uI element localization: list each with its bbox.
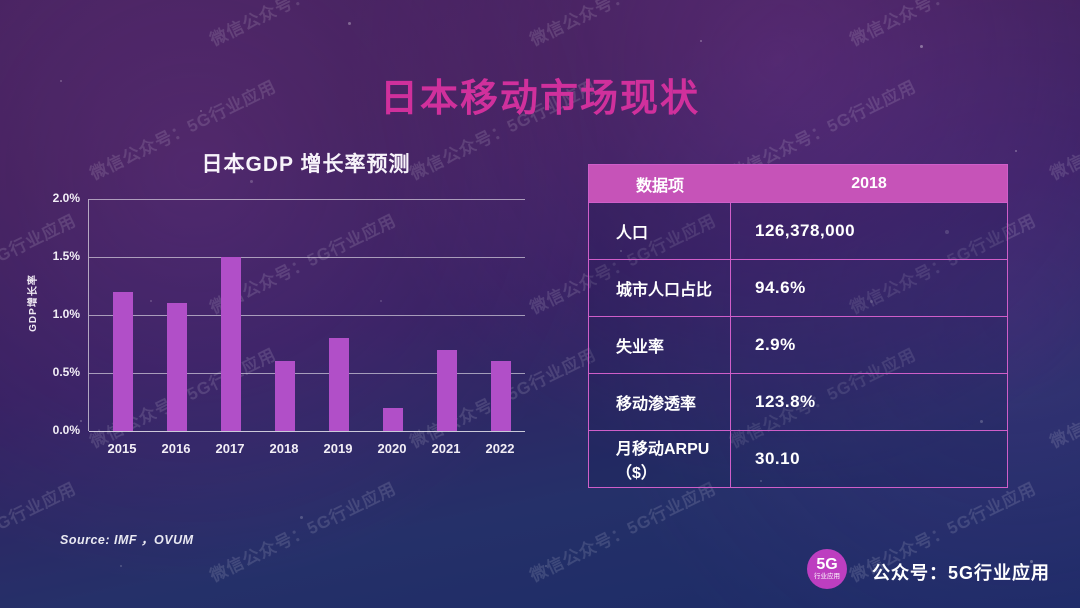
y-axis-tick-label: 1.5%: [52, 249, 80, 263]
star-dot: [380, 300, 382, 302]
table-row: 城市人口占比 94.6%: [589, 259, 1007, 316]
watermark-text: 微信公众号：5G行业应用: [207, 478, 400, 586]
chart-bar: [113, 292, 133, 431]
table-header-item: 数据项: [635, 177, 684, 195]
gridline: [89, 257, 525, 258]
table-header-row: 数据项 2018: [589, 165, 1007, 202]
chart-bar: [275, 361, 295, 431]
watermark-text: 微信公众号：5G行业应用: [1047, 344, 1080, 452]
star-dot: [250, 180, 253, 183]
star-dot: [348, 22, 351, 25]
star-dot: [870, 300, 873, 303]
star-dot: [520, 95, 522, 97]
watermark-text: 微信公众号：5G行业应用: [0, 0, 80, 51]
table-cell-value: 2.9%: [755, 335, 796, 354]
table-cell-value: 123.8%: [755, 392, 816, 411]
star-dot: [760, 480, 762, 482]
star-dot: [545, 565, 547, 567]
5g-logo-subtext: 行业应用: [814, 573, 840, 580]
table-cell-value: 30.10: [755, 449, 801, 468]
star-dot: [80, 420, 82, 422]
table-cell-label: 人口: [589, 203, 731, 259]
x-axis-tick-label: 2020: [377, 441, 407, 456]
table-header-year: 2018: [851, 174, 887, 192]
gridline: [89, 373, 525, 374]
chart-title: 日本GDP 增长率预测: [201, 153, 411, 176]
x-axis-tick-label: 2019: [323, 441, 353, 456]
table-row: 月移动ARPU（$） 30.10: [589, 430, 1007, 487]
watermark-text: 微信公众号：5G行业应用: [205, 0, 400, 51]
chart-bar: [491, 361, 511, 431]
chart-bar: [383, 408, 403, 431]
chart-plot-area: [88, 199, 525, 432]
star-dot: [945, 230, 949, 234]
source-note: Source: IMF ，OVUM: [60, 533, 194, 547]
y-axis-tick-label: 0.0%: [52, 423, 80, 437]
x-axis-tick-label: 2022: [485, 441, 515, 456]
watermark-text: 微信公众号：5G行业应用: [527, 478, 720, 586]
table-body: 人口 126,378,000 城市人口占比 94.6% 失业率 2.9% 移动渗透率 123.…: [589, 202, 1007, 487]
table-row: 失业率 2.9%: [589, 316, 1007, 373]
chart-bar: [167, 303, 187, 431]
watermark-text: 微信公众号：5G行业应用: [525, 0, 720, 51]
account-name: 公众号：5G行业应用: [872, 563, 1051, 583]
5g-logo-text: 5G: [816, 556, 838, 573]
star-dot: [920, 45, 923, 48]
x-axis-tick-label: 2017: [215, 441, 245, 456]
chart-bar: [437, 350, 457, 431]
table-cell-value: 94.6%: [755, 278, 806, 297]
star-dot: [980, 420, 983, 423]
table-cell-label: 失业率: [589, 317, 731, 373]
table-cell-label: 移动渗透率: [589, 374, 731, 430]
star-dot: [1030, 560, 1033, 563]
gridline: [89, 315, 525, 316]
x-axis-tick-label: 2016: [161, 441, 191, 456]
star-dot: [120, 565, 122, 567]
y-axis-tick-label: 0.5%: [52, 365, 80, 379]
market-data-table: 数据项 2018 人口 126,378,000 城市人口占比 94.6% 失业率 2.9%…: [588, 164, 1008, 488]
chart-bar: [329, 338, 349, 431]
star-dot: [1015, 150, 1017, 152]
5g-logo-badge: 5G 行业应用: [807, 549, 847, 589]
table-cell-label: 月移动ARPU（$）: [589, 431, 731, 487]
page-title: 日本移动市场现状: [379, 78, 700, 121]
y-axis-tick-label: 2.0%: [52, 191, 80, 205]
star-dot: [300, 516, 303, 519]
star-dot: [150, 300, 152, 302]
star-dot: [200, 110, 202, 112]
table-cell-label: 城市人口占比: [589, 260, 731, 316]
star-dot: [60, 80, 62, 82]
x-axis-tick-label: 2021: [431, 441, 461, 456]
star-dot: [620, 250, 622, 252]
gridline: [89, 199, 525, 200]
table-row: 人口 126,378,000: [589, 202, 1007, 259]
gridline: [89, 431, 525, 432]
table-row: 移动渗透率 123.8%: [589, 373, 1007, 430]
table-cell-value: 126,378,000: [755, 221, 856, 240]
y-axis-tick-label: 1.0%: [52, 307, 80, 321]
watermark-text: 微信公众号：5G行业应用: [845, 0, 1040, 51]
x-axis-tick-label: 2018: [269, 441, 299, 456]
x-axis-tick-label: 2015: [107, 441, 137, 456]
star-dot: [700, 40, 702, 42]
chart-bar: [221, 257, 241, 431]
